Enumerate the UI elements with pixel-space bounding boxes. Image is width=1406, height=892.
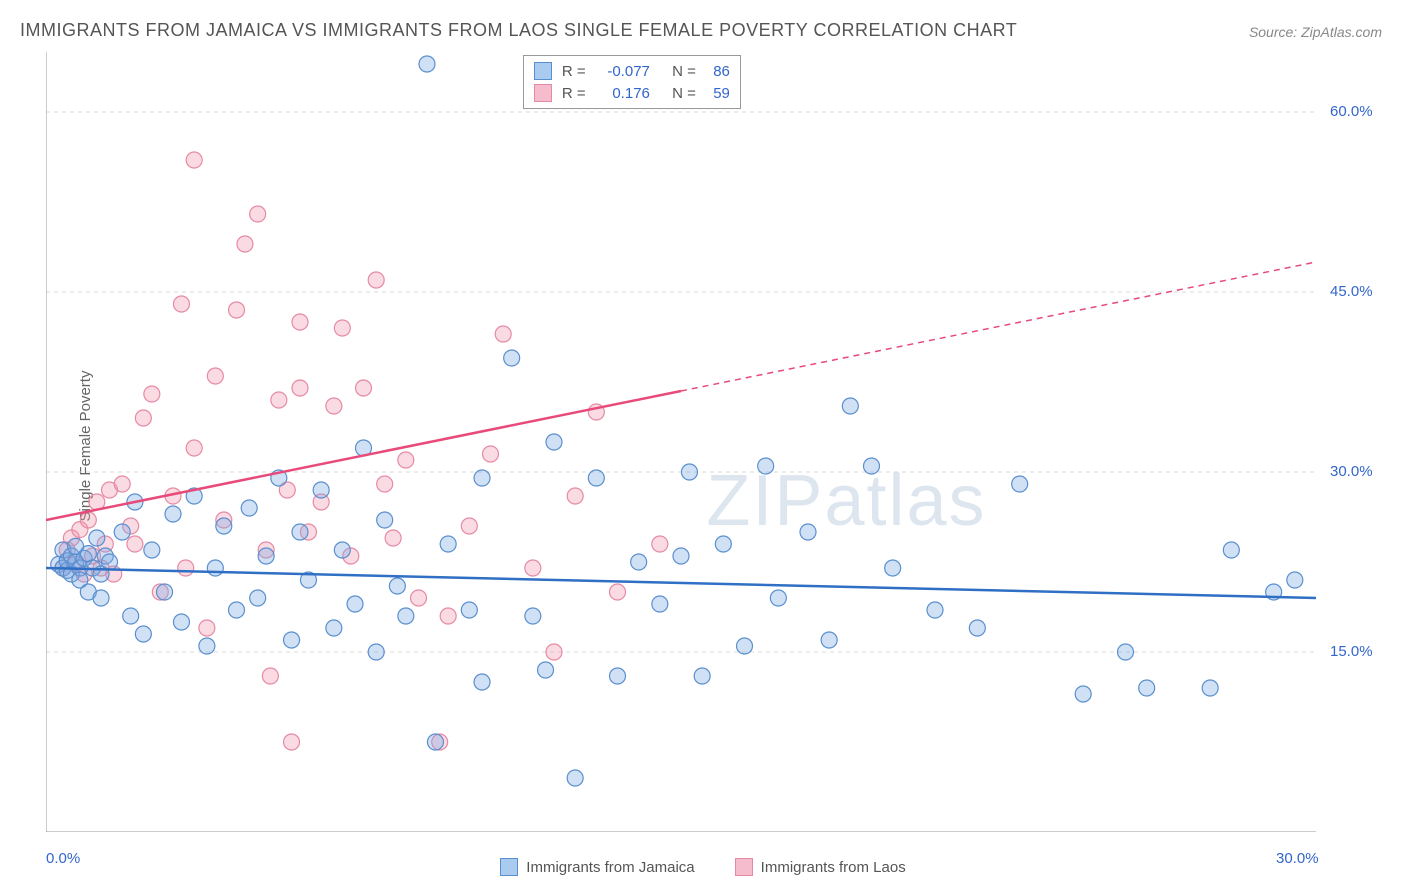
legend-label-jamaica: Immigrants from Jamaica [526,859,694,876]
source-attribution: Source: ZipAtlas.com [1249,24,1382,40]
stats-swatch-jamaica [534,62,552,80]
legend-item-laos: Immigrants from Laos [735,858,906,876]
stats-row-jamaica: R =-0.077N =86 [534,60,730,82]
legend-label-laos: Immigrants from Laos [761,859,906,876]
legend-item-jamaica: Immigrants from Jamaica [500,858,694,876]
y-tick-label: 15.0% [1330,643,1373,660]
scatter-plot [46,52,1316,832]
x-tick-label: 0.0% [46,850,80,867]
chart-container: ZIPatlas R =-0.077N =86R =0.176N =59 [46,52,1316,832]
y-tick-label: 45.0% [1330,283,1373,300]
bottom-legend: Immigrants from Jamaica Immigrants from … [0,858,1406,876]
y-tick-label: 30.0% [1330,463,1373,480]
legend-swatch-laos [735,858,753,876]
legend-swatch-jamaica [500,858,518,876]
y-tick-label: 60.0% [1330,103,1373,120]
stats-swatch-laos [534,84,552,102]
stats-legend: R =-0.077N =86R =0.176N =59 [523,55,741,109]
chart-title: IMMIGRANTS FROM JAMAICA VS IMMIGRANTS FR… [20,20,1017,41]
stats-row-laos: R =0.176N =59 [534,82,730,104]
x-tick-label: 30.0% [1276,850,1319,867]
